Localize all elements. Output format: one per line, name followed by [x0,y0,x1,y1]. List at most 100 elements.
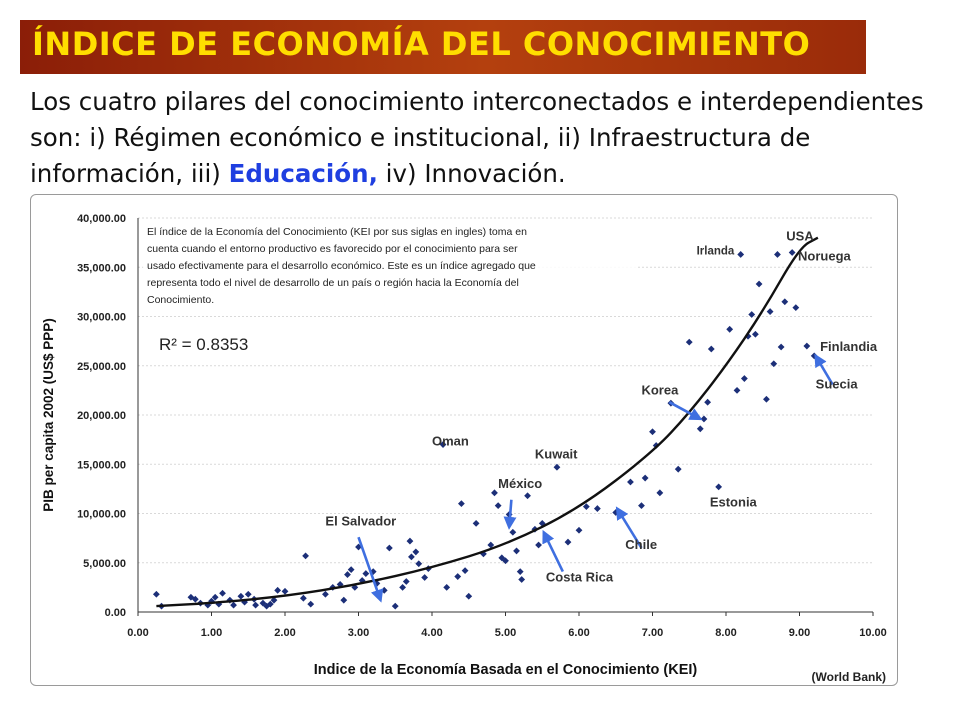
data-point [733,386,741,394]
data-point [204,601,212,609]
data-point [707,345,715,353]
x-tick-label: 2.00 [274,627,295,639]
data-point [443,583,451,591]
x-tick-label: 1.00 [201,627,222,639]
data-point [270,596,278,604]
data-point [582,503,590,511]
intro-highlight: Educación, [228,159,378,188]
data-point [755,280,763,288]
x-tick-label: 0.00 [127,627,148,639]
y-axis-label: PIB per capita 2002 (US$ PPP) [41,318,56,512]
slide-title: ÍNDICE DE ECONOMÍA DEL CONOCIMIENTO [32,25,811,63]
trendline [156,236,819,608]
y-tick-label: 5,000.00 [83,558,126,570]
data-point [340,596,348,604]
data-point [696,425,704,433]
annotation-label: Estonia [710,495,758,510]
data-point [259,599,267,607]
intro-text-part2: iv) Innovación. [377,159,566,188]
data-point [302,552,309,560]
data-point [752,330,759,338]
annotation-arrow [542,529,564,573]
data-point [524,492,531,500]
data-point [461,567,469,575]
data-point [421,574,429,581]
data-point [518,576,526,583]
annotation-arrow [814,353,834,386]
data-point [553,463,561,471]
data-point [472,519,480,527]
data-point [408,553,415,561]
data-point [674,465,682,473]
annotation-arrow [668,401,703,421]
annotation-arrow [503,499,517,530]
annotation-label: Irlanda [697,245,735,257]
x-axis-label: Indice de la Economía Basada en el Conoc… [314,662,698,678]
data-point [748,311,756,318]
annotation-label: Suecia [816,376,859,391]
data-point [792,304,800,312]
data-point [412,548,420,556]
description-box [143,221,638,313]
data-point [211,593,219,601]
annotation-label: Costa Rica [546,569,614,584]
x-tick-label: 3.00 [348,627,369,639]
annotation-label: Finlandia [820,339,878,354]
data-point [406,537,414,545]
data-point [516,568,524,576]
data-point [685,338,693,346]
data-point [465,592,473,600]
data-point [781,298,789,306]
data-point [509,528,517,536]
data-point [593,505,601,512]
data-point [700,415,708,423]
x-tick-label: 10.00 [859,627,887,639]
annotation-label: USA [786,229,814,244]
data-point [347,566,355,574]
intro-paragraph: Los cuatro pilares del conocimiento inte… [30,84,940,192]
data-point [344,571,351,578]
data-point [299,594,307,602]
data-point [740,375,748,382]
data-point [385,544,393,552]
annotation-label: México [498,476,542,491]
y-tick-label: 40,000.00 [77,213,126,225]
data-point [641,474,649,482]
data-point [307,600,315,608]
annotation-label: Kuwait [535,446,578,461]
data-point [439,441,447,448]
data-point [402,578,410,585]
x-tick-label: 4.00 [421,627,442,639]
annotation-label: El Salvador [325,513,396,528]
data-point [777,343,785,351]
data-point [638,502,645,510]
y-tick-label: 0.00 [105,607,126,619]
annotation-label: Chile [625,537,657,552]
source-label: (World Bank) [812,670,886,684]
data-point [788,249,796,256]
data-point [458,500,465,508]
y-tick-label: 10,000.00 [77,509,126,521]
data-point [766,308,774,315]
data-point [322,590,329,598]
data-point [215,600,223,608]
data-point [726,325,734,333]
data-point [737,251,745,258]
data-point [770,360,778,368]
data-point [502,557,509,565]
data-point [575,526,583,534]
data-point [391,602,399,610]
title-bar: ÍNDICE DE ECONOMÍA DEL CONOCIMIENTO [20,20,866,74]
y-tick-label: 15,000.00 [77,459,126,471]
data-point [774,251,781,258]
description-text: El índice de la Economía del Conocimient… [147,226,536,306]
x-tick-label: 7.00 [642,627,663,639]
data-point [274,586,282,594]
y-tick-label: 20,000.00 [77,410,126,422]
data-point [230,601,237,609]
data-point [380,586,388,594]
data-point [491,489,498,497]
data-point [219,589,226,597]
data-point [355,543,362,551]
data-point [237,592,245,600]
